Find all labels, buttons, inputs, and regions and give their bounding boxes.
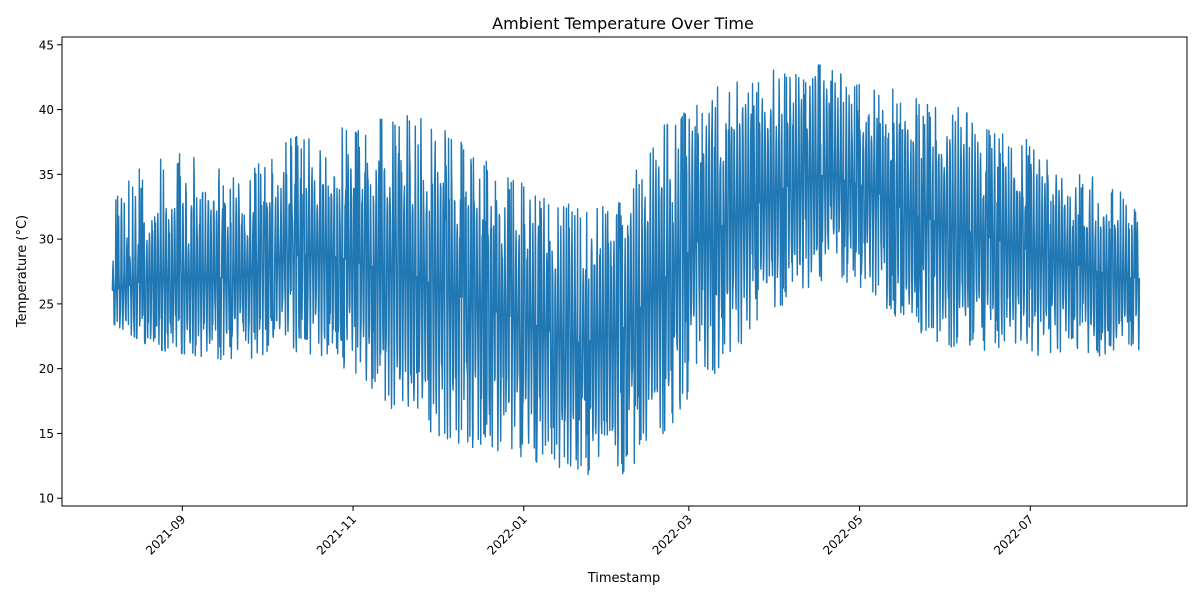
y-tick-label: 15 [39, 427, 54, 441]
temperature-series-line [111, 64, 1141, 476]
y-tick-label: 20 [39, 362, 54, 376]
x-axis-label: Timestamp [587, 571, 661, 586]
y-axis-label: Temperature (°C) [15, 215, 30, 328]
y-tick-label: 10 [39, 492, 54, 506]
y-tick-label: 30 [39, 233, 54, 247]
y-tick-label: 40 [39, 103, 54, 117]
series-layer [111, 64, 1141, 476]
y-tick-label: 25 [39, 297, 54, 311]
plot-area [111, 64, 1141, 476]
y-axis: 10 15 20 25 30 35 40 45 [39, 38, 62, 506]
chart-title: Ambient Temperature Over Time [492, 14, 754, 33]
plot-frame [61, 36, 1188, 507]
y-tick-label: 45 [39, 38, 54, 52]
y-tick-label: 35 [39, 168, 54, 182]
